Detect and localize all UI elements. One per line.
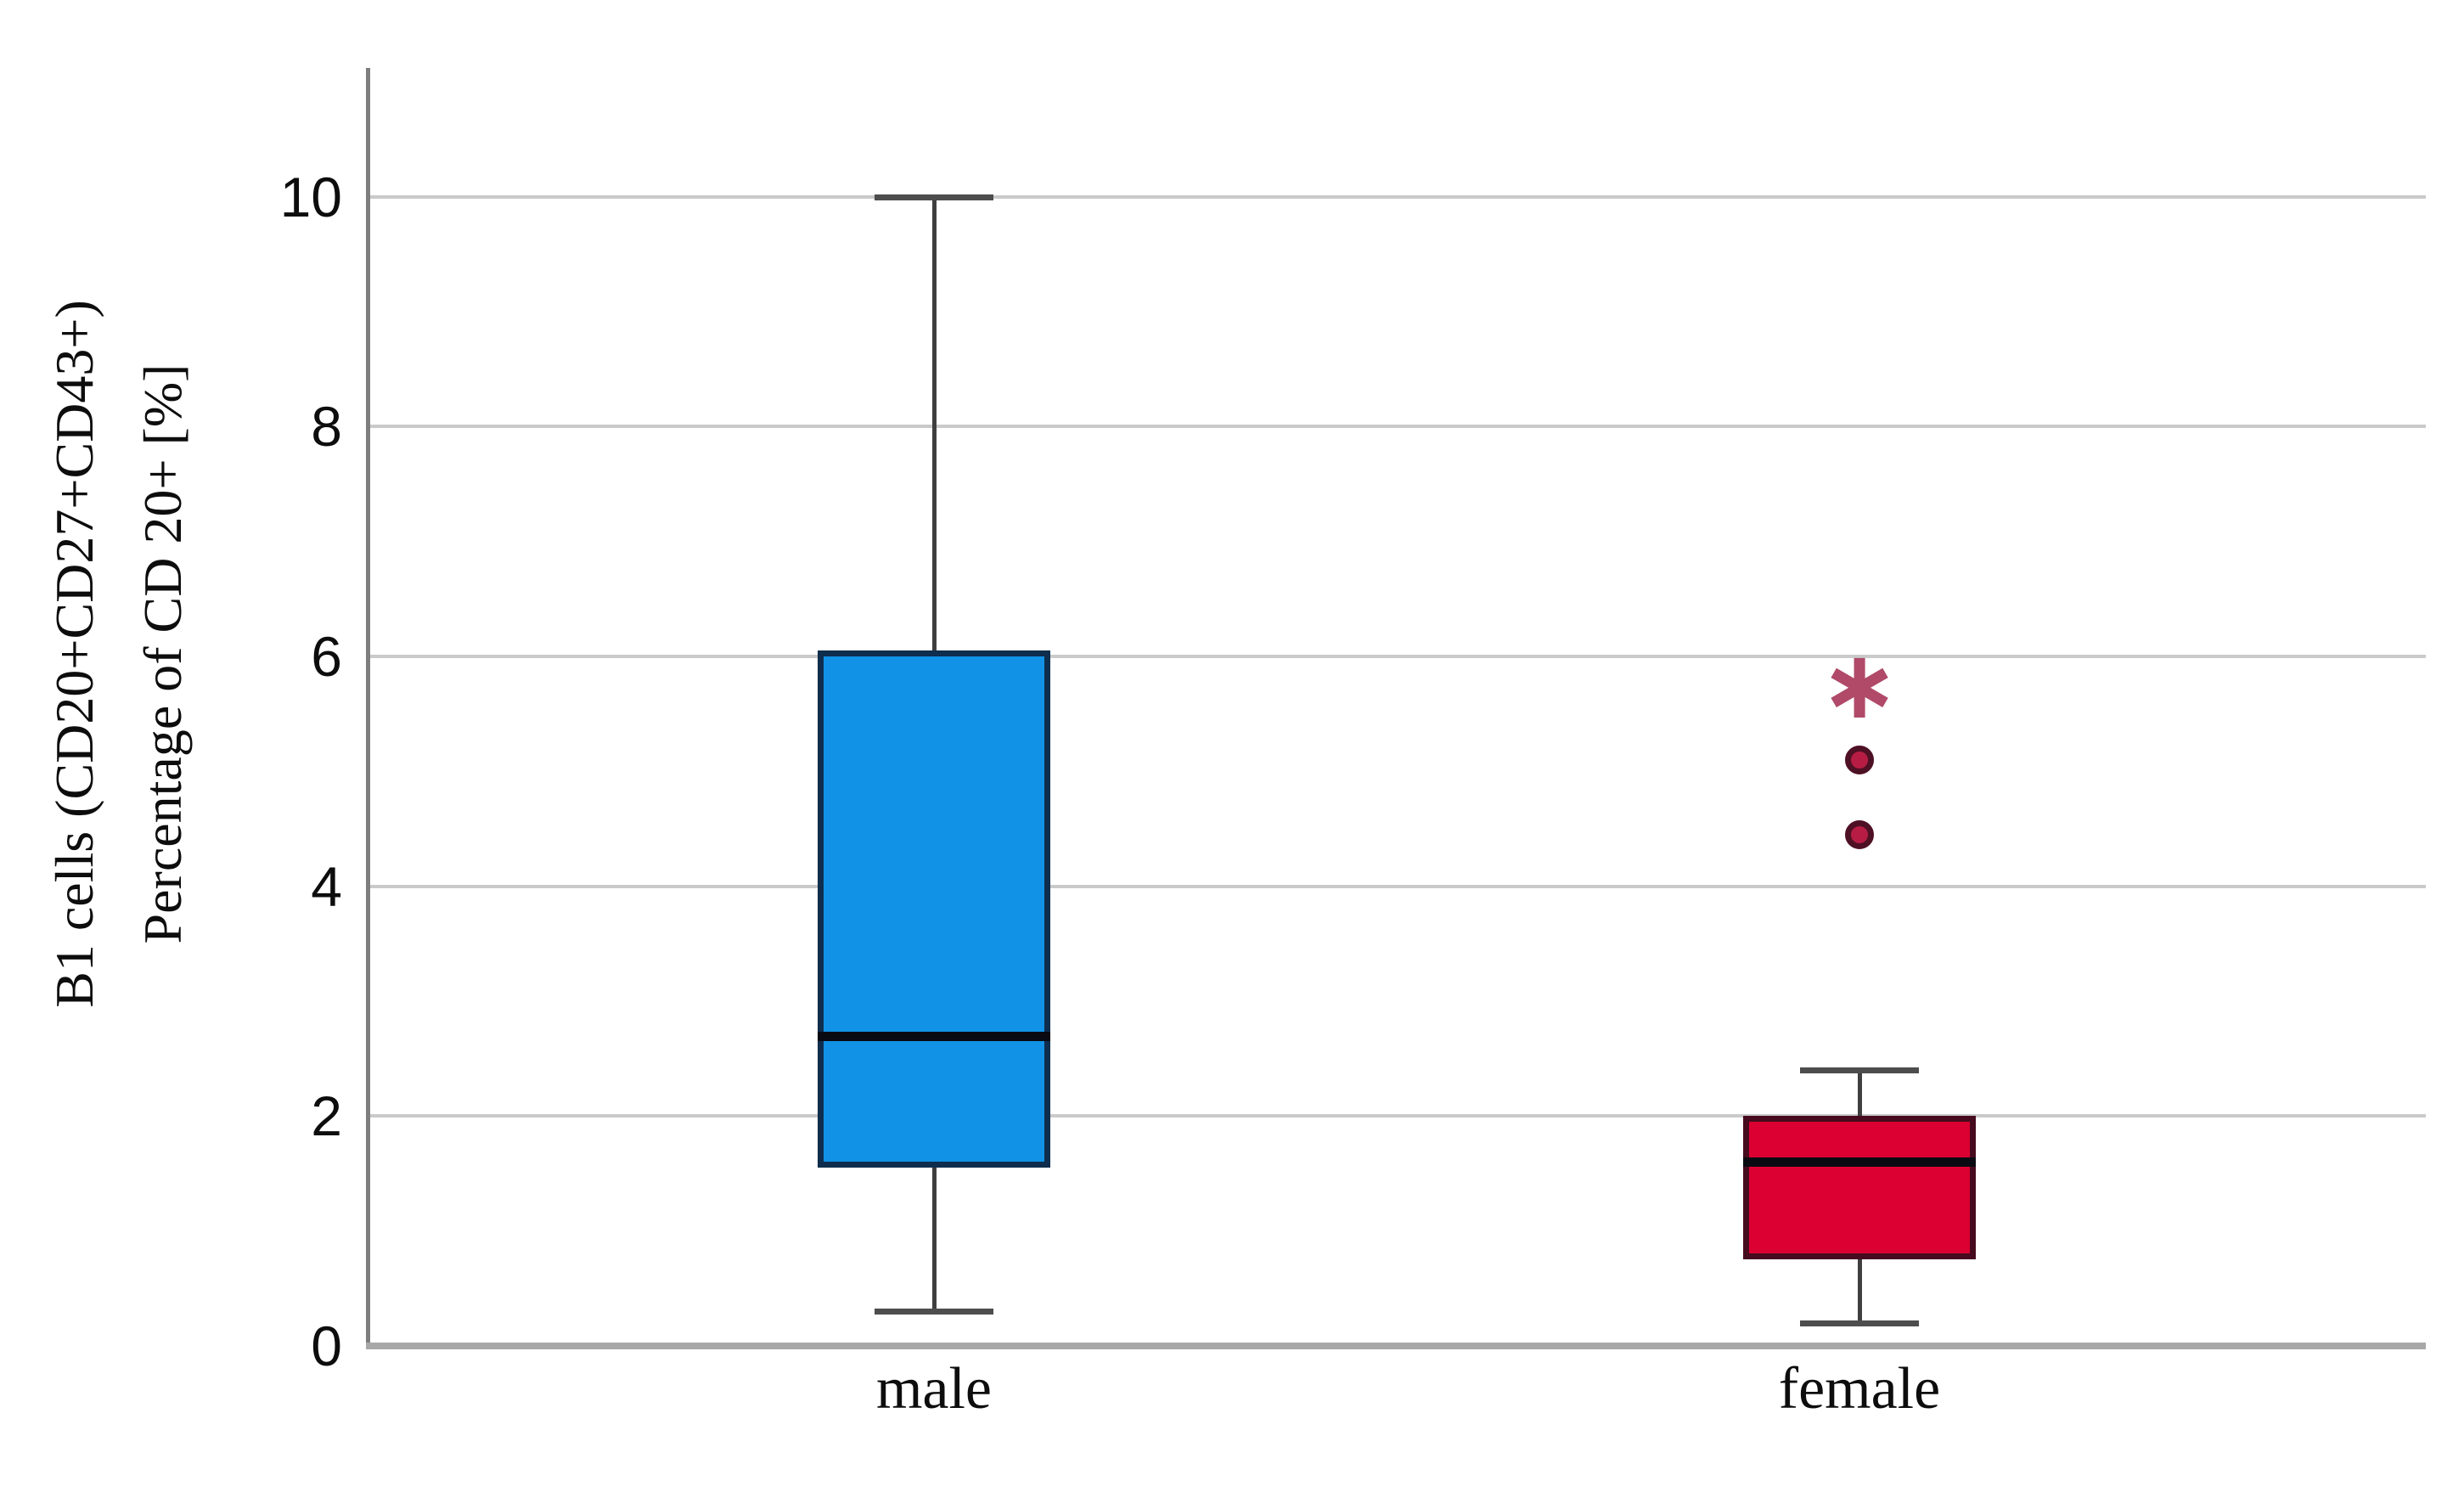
iqr-box-male — [818, 650, 1050, 1168]
whisker-cap-max-male — [875, 194, 993, 200]
outlier-circle-icon-female-0 — [1845, 819, 1874, 849]
gridline-y8 — [368, 425, 2426, 429]
y-axis-title-line1: B1 cells (CD20+CD27+CD43+) — [44, 300, 105, 1008]
category-label-female: female — [1778, 1356, 1941, 1422]
y-tick-label-4: 4 — [311, 854, 342, 918]
category-label-male: male — [875, 1356, 993, 1422]
y-axis-line — [366, 68, 370, 1349]
gridline-y6 — [368, 654, 2426, 658]
y-tick-label-8: 8 — [311, 395, 342, 459]
whisker-cap-max-female — [1800, 1067, 1919, 1074]
y-tick-label-6: 6 — [311, 624, 342, 688]
median-line-male — [818, 1031, 1050, 1041]
y-tick-label-10: 10 — [279, 165, 342, 228]
y-tick-label-2: 2 — [311, 1084, 342, 1148]
x-axis-line — [366, 1343, 2426, 1349]
outlier-circle-icon-female-1 — [1845, 745, 1874, 774]
gridline-y4 — [368, 884, 2426, 888]
median-line-female — [1743, 1157, 1976, 1168]
y-axis-title-line2: Percentage of CD 20+ [%] — [132, 363, 193, 944]
whisker-lower-female — [1858, 1259, 1862, 1323]
y-axis-title: B1 cells (CD20+CD27+CD43+) Percentage of… — [21, 102, 217, 1206]
whisker-cap-min-male — [875, 1309, 993, 1315]
whisker-upper-male — [932, 196, 937, 651]
whisker-upper-female — [1858, 1070, 1862, 1117]
whisker-cap-min-female — [1800, 1320, 1919, 1326]
iqr-box-female — [1743, 1116, 1976, 1260]
whisker-lower-male — [932, 1168, 937, 1312]
gridline-y10 — [368, 194, 2426, 199]
gridline-y2 — [368, 1114, 2426, 1118]
y-tick-label-0: 0 — [311, 1315, 342, 1377]
outlier-star-icon-female-0: ∗ — [1820, 629, 1899, 740]
